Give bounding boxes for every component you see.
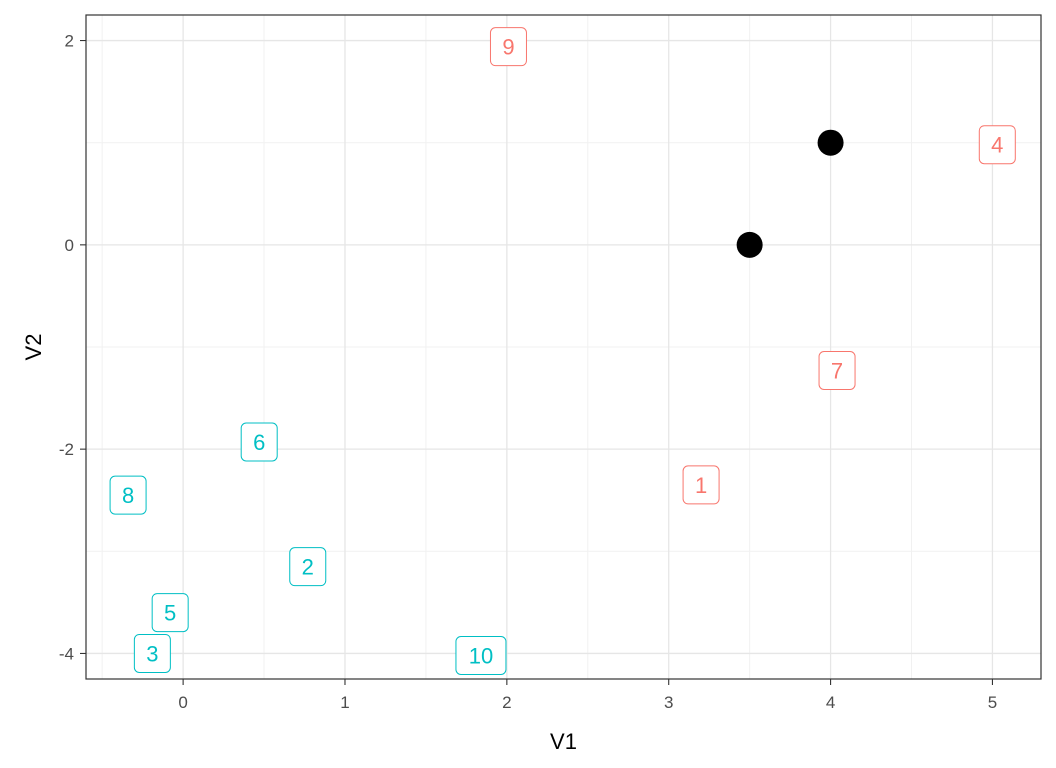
point-label-box (818, 350, 856, 390)
point-label: 3 (133, 633, 171, 673)
point-label-box (455, 636, 507, 676)
major-gridlines (86, 15, 1041, 679)
point-label: 5 (151, 593, 189, 633)
point-label: 1 (682, 465, 720, 505)
y-tick-label: -2 (59, 440, 74, 459)
y-tick-label: 2 (65, 32, 74, 51)
point-label: 2 (289, 547, 327, 587)
point-label-text: 7 (831, 358, 843, 383)
point-label-box (133, 633, 171, 673)
y-tick-label: -4 (59, 644, 74, 663)
point-label-box (489, 27, 527, 67)
point-label: 4 (978, 125, 1016, 165)
center-point (736, 231, 763, 258)
minor-gridlines (86, 15, 1041, 679)
point-label-text: 10 (469, 644, 493, 669)
point-label-box (109, 475, 147, 515)
x-tick-label: 1 (340, 693, 349, 712)
x-tick-label: 4 (826, 693, 835, 712)
point-label-text: 8 (122, 483, 134, 508)
x-axis-title: V1 (550, 729, 577, 754)
center-point (817, 129, 844, 156)
cluster-centers (736, 129, 844, 258)
x-tick-label: 3 (664, 693, 673, 712)
point-label: 6 (240, 422, 278, 462)
point-label-text: 2 (302, 555, 314, 580)
labeled-points: 1 2 3 4 5 6 7 8 9 10 (109, 27, 1016, 676)
point-label-box (978, 125, 1016, 165)
point-label-box (682, 465, 720, 505)
y-axis-title: V2 (21, 334, 46, 361)
point-label-box (289, 547, 327, 587)
point-label-text: 4 (991, 133, 1003, 158)
x-tick-label: 0 (178, 693, 187, 712)
point-label: 10 (455, 636, 507, 676)
panel-border (85, 14, 1042, 680)
x-tick-label: 5 (988, 693, 997, 712)
point-label-text: 3 (146, 641, 158, 666)
point-label-box (151, 593, 189, 633)
y-tick-label: 0 (65, 236, 74, 255)
point-label: 8 (109, 475, 147, 515)
point-label-text: 9 (502, 35, 514, 60)
point-label: 7 (818, 350, 856, 390)
point-label: 9 (489, 27, 527, 67)
x-tick-label: 2 (502, 693, 511, 712)
axis-ticks: 0 1 2 3 4 5 -4 -2 0 2 (59, 32, 997, 712)
point-label-text: 6 (253, 430, 265, 455)
point-label-text: 1 (695, 473, 707, 498)
point-label-box (240, 422, 278, 462)
point-label-text: 5 (164, 601, 176, 626)
